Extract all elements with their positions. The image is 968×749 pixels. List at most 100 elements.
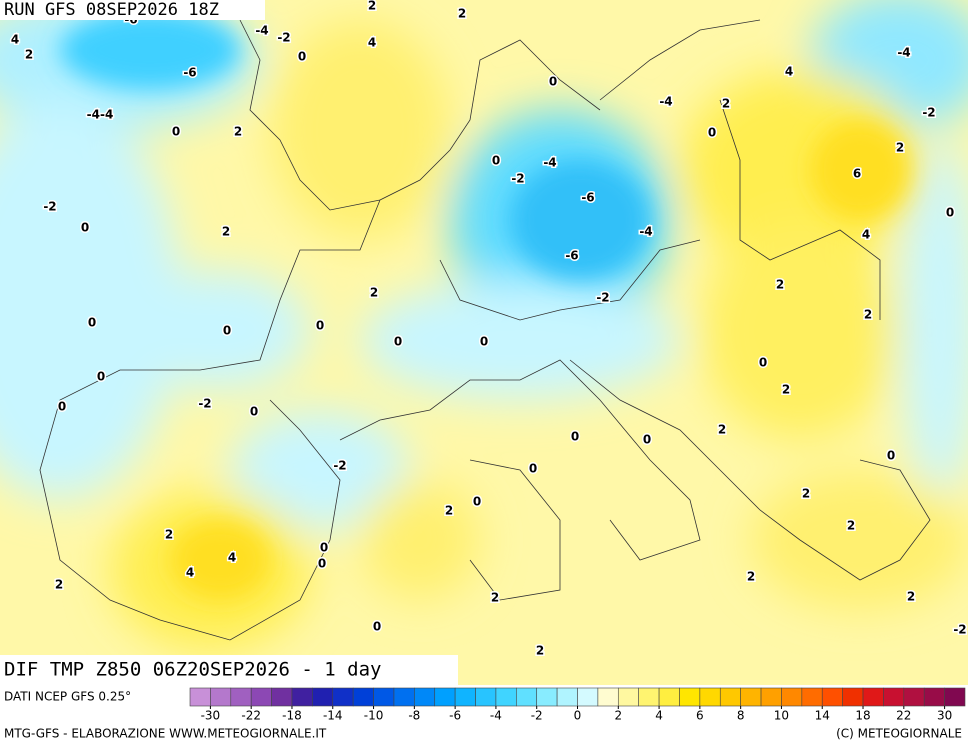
colorbar-swatch <box>373 687 395 707</box>
contour-label: 2 <box>536 644 544 658</box>
contour-label: 2 <box>370 286 378 300</box>
colorbar-swatch <box>597 687 619 707</box>
colorbar-label: 22 <box>896 709 911 723</box>
contour-label: -6 <box>565 249 578 263</box>
colorbar-swatch <box>352 687 374 707</box>
colorbar-swatch <box>760 687 782 707</box>
contour-label: 2 <box>25 48 33 62</box>
contour-label: -4-4 <box>87 108 114 122</box>
contour-label: 4 <box>785 65 793 79</box>
colorbar-label: -18 <box>282 709 302 723</box>
header-box <box>0 0 265 20</box>
run-title: RUN GFS 08SEP2026 18Z <box>4 0 219 20</box>
contour-label: 0 <box>708 126 716 140</box>
contour-label: 0 <box>571 430 579 444</box>
colorbar-swatch <box>883 687 905 707</box>
colorbar-swatch <box>699 687 721 707</box>
contour-label: 4 <box>368 36 376 50</box>
colorbar-swatch <box>821 687 843 707</box>
colorbar-swatch <box>801 687 823 707</box>
credit-right: (C) METEOGIORNALE <box>836 727 962 741</box>
colorbar-swatch <box>210 687 232 707</box>
contour-label: 2 <box>802 487 810 501</box>
contour-label: -2 <box>43 200 56 214</box>
colorbar-swatch <box>679 687 701 707</box>
contour-label: 2 <box>782 383 790 397</box>
contour-label: 2 <box>222 225 230 239</box>
footer-box <box>0 655 458 685</box>
contour-label: 2 <box>907 590 915 604</box>
colorbar-swatch <box>577 687 599 707</box>
contour-label: 0 <box>316 319 324 333</box>
colorbar-swatch <box>617 687 639 707</box>
colorbar-label: -2 <box>531 709 543 723</box>
contour-label: 0 <box>88 316 96 330</box>
contour-label: -4 <box>639 225 652 239</box>
contour-label: -2 <box>953 623 966 637</box>
contour-label: 4 <box>862 228 870 242</box>
contour-label: 0 <box>946 206 954 220</box>
colorbar-swatch <box>740 687 762 707</box>
colorbar-swatch <box>312 687 334 707</box>
contour-label: 2 <box>165 528 173 542</box>
colorbar-swatch <box>475 687 497 707</box>
colorbar-label: -14 <box>323 709 343 723</box>
contour-label: 0 <box>887 449 895 463</box>
field <box>0 0 968 685</box>
contour-label: 4 <box>186 566 194 580</box>
contour-label: 0 <box>473 495 481 509</box>
contour-label: 2 <box>864 308 872 322</box>
contour-label: 2 <box>458 7 466 21</box>
colorbar-swatch <box>414 687 436 707</box>
contour-label: 0 <box>320 541 328 555</box>
colorbar-swatch <box>862 687 884 707</box>
colorbar-swatch <box>781 687 803 707</box>
colorbar-swatch <box>189 687 211 707</box>
contour-label: 2 <box>718 423 726 437</box>
colorbar-label: -22 <box>241 709 261 723</box>
contour-label: 2 <box>847 519 855 533</box>
contour-label: -2 <box>198 397 211 411</box>
contour-label: -6 <box>581 191 594 205</box>
colorbar-label: 18 <box>855 709 870 723</box>
contour-label: 0 <box>529 462 537 476</box>
contour-label: 0 <box>81 221 89 235</box>
contour-label: 2 <box>722 97 730 111</box>
colorbar-swatch <box>271 687 293 707</box>
colorbar-swatch <box>291 687 313 707</box>
colorbar-label: 6 <box>696 709 704 723</box>
colorbar-swatch <box>434 687 456 707</box>
colorbar-swatch <box>332 687 354 707</box>
field-title: DIF TMP Z850 06Z20SEP2026 - 1 day <box>4 659 382 681</box>
colorbar-label: 0 <box>574 709 582 723</box>
colorbar: -30 -22 -18 -14 -10 -8 -6 -4 -2 0 2 4 6 8 10 14 18 22 30 <box>189 687 966 723</box>
contour-label: 2 <box>747 570 755 584</box>
colorbar-swatch <box>393 687 415 707</box>
colorbar-swatch <box>454 687 476 707</box>
contour-label: 0 <box>97 370 105 384</box>
colorbar-swatch <box>516 687 538 707</box>
contour-label: 0 <box>492 154 500 168</box>
contour-label: -2 <box>333 459 346 473</box>
contour-label: 0 <box>480 335 488 349</box>
contour-label: -4 <box>897 46 910 60</box>
contour-labels: -642-4-22240-6-4-40204-4-420-220-4-26-20… <box>9 0 968 659</box>
colorbar-swatch <box>903 687 925 707</box>
colorbar-swatch <box>230 687 252 707</box>
contour-label: 2 <box>55 578 63 592</box>
contour-label: 4 <box>228 551 236 565</box>
contour-label: 2 <box>896 141 904 155</box>
contour-label: 0 <box>318 557 326 571</box>
colorbar-label: 8 <box>737 709 745 723</box>
colorbar-label: -10 <box>364 709 384 723</box>
colorbar-swatch <box>944 687 966 707</box>
colorbar-label: -4 <box>490 709 502 723</box>
colorbar-swatch <box>250 687 272 707</box>
contour-label: -2 <box>922 106 935 120</box>
colorbar-swatch <box>556 687 578 707</box>
colorbar-label: 10 <box>774 709 789 723</box>
contour-label: 2 <box>234 125 242 139</box>
contour-label: 0 <box>373 620 381 634</box>
contour-label: 0 <box>58 400 66 414</box>
colorbar-swatch <box>923 687 945 707</box>
